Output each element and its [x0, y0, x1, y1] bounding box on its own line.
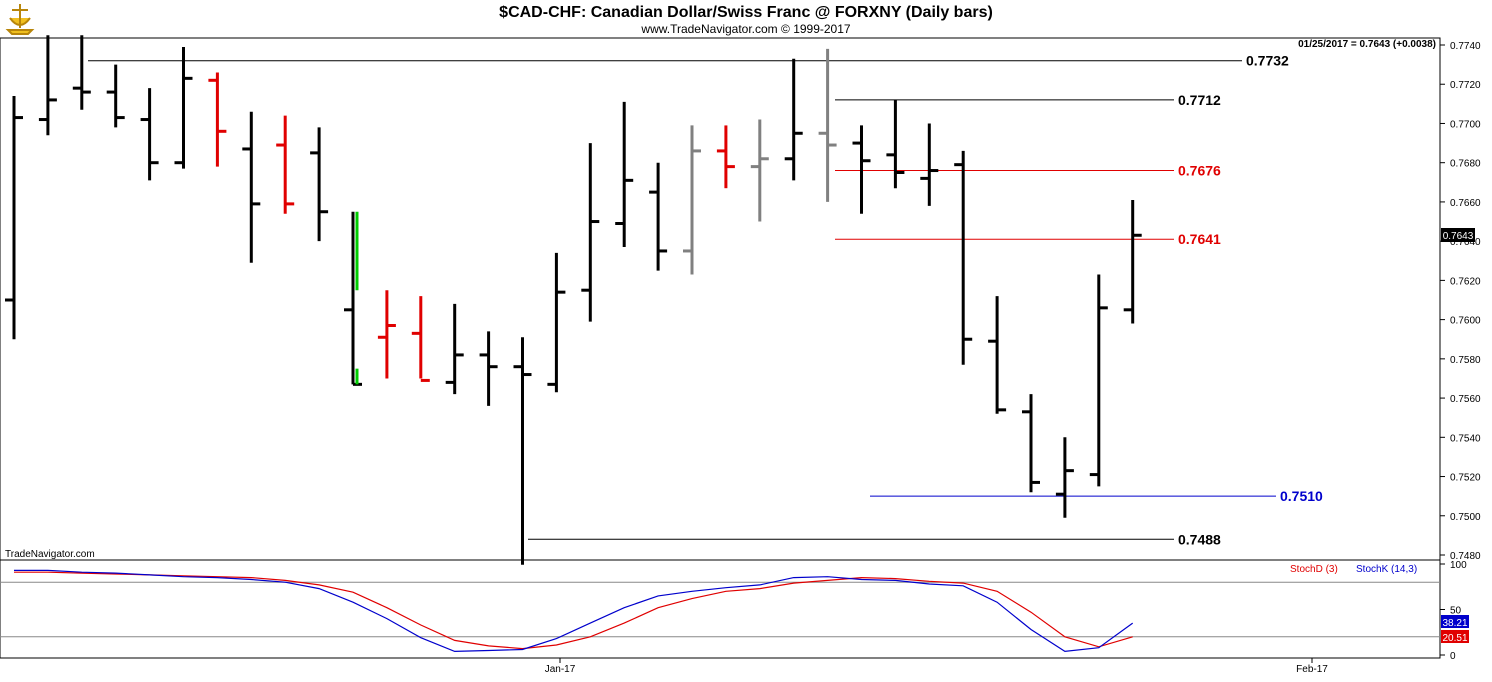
ohlc-bar — [310, 127, 329, 242]
y-tick-label: 0.7600 — [1450, 316, 1481, 327]
y-tick-label: 0.7640 — [1450, 237, 1481, 248]
ohlc-bar — [5, 96, 23, 340]
y-tick-label: 0.7580 — [1450, 355, 1481, 366]
ohlc-bar — [615, 101, 634, 248]
ohlc-bar — [208, 72, 227, 167]
level-label: 0.7488 — [1178, 531, 1221, 547]
ohlc-bar — [547, 252, 566, 393]
level-label: 0.7641 — [1178, 231, 1221, 247]
watermark: TradeNavigator.com — [5, 549, 95, 560]
ohlc-bar — [1055, 437, 1074, 518]
stoch-d-badge: 20.51 — [1441, 630, 1469, 644]
ohlc-bar — [377, 290, 396, 379]
ohlc-bar — [716, 125, 735, 189]
ohlc-bar — [479, 331, 498, 406]
ohlc-bar — [174, 46, 193, 169]
ohlc-bar — [276, 115, 295, 214]
x-tick-label: Feb-17 — [1296, 664, 1328, 675]
y-tick-label: 0.7720 — [1450, 80, 1481, 91]
ohlc-bar — [106, 64, 125, 128]
stoch-tick-label: 100 — [1450, 560, 1467, 571]
ohlc-bar — [344, 211, 362, 386]
price-badge-label: 0.7643 — [1443, 231, 1474, 242]
ohlc-bar — [1123, 199, 1142, 324]
y-tick-label: 0.7480 — [1450, 551, 1481, 562]
ship-anchor-icon — [5, 4, 35, 35]
stoch-panel-frame — [0, 559, 1441, 659]
level-label: 0.7732 — [1246, 53, 1289, 69]
support-resistance-levels: 0.7732 0.7712 0.7676 0.7641 0.7510 0.7488 — [88, 53, 1323, 547]
stoch-tick-label: 50 — [1450, 606, 1462, 617]
y-tick-label: 0.7700 — [1450, 119, 1481, 130]
price-badge: 0.7643 — [1441, 228, 1475, 242]
level-label: 0.7676 — [1178, 163, 1221, 179]
y-tick-label: 0.7560 — [1450, 394, 1481, 405]
ohlc-bar — [852, 125, 871, 214]
ohlc-bar — [445, 303, 464, 395]
ohlc-bar — [886, 99, 905, 189]
y-tick-label: 0.7740 — [1450, 41, 1481, 52]
ohlc-bar — [920, 123, 939, 206]
ohlc-bar — [581, 143, 600, 322]
chart-subtitle: www.TradeNavigator.com © 1999-2017 — [640, 22, 850, 36]
y-tick-label: 0.7660 — [1450, 198, 1481, 209]
ohlc-bars — [5, 35, 1142, 565]
ohlc-bar — [411, 296, 430, 382]
ohlc-bar — [784, 58, 803, 181]
stoch-d-label: StochD (3) — [1290, 564, 1338, 575]
ohlc-bar — [1022, 394, 1040, 493]
y-tick-label: 0.7540 — [1450, 433, 1481, 444]
ohlc-bar — [683, 125, 701, 275]
ohlc-bar — [988, 296, 1007, 414]
ohlc-bar — [1089, 274, 1108, 487]
ohlc-bar — [38, 35, 57, 136]
y-tick-label: 0.7620 — [1450, 276, 1481, 287]
price-axis: 0.77400.77200.77000.76800.76600.76400.76… — [1440, 41, 1481, 562]
ohlc-bar — [140, 88, 159, 181]
y-tick-label: 0.7500 — [1450, 512, 1481, 523]
stoch-k-badge: 38.21 — [1441, 615, 1469, 629]
ohlc-bar — [72, 35, 91, 110]
stoch-tick-label: 0 — [1450, 651, 1456, 662]
ohlc-bar — [818, 48, 837, 202]
ohlc-bar — [649, 162, 668, 271]
stoch-k-line — [14, 569, 1134, 653]
stoch-k-badge-label: 38.21 — [1442, 618, 1467, 629]
date-axis: Jan-17 Feb-17 — [545, 658, 1328, 675]
x-tick-label: Jan-17 — [545, 664, 576, 675]
chart-title: $CAD-CHF: Canadian Dollar/Swiss Franc @ … — [499, 4, 993, 21]
stochastic-panel: 100 50 0 — [0, 560, 1467, 662]
level-label: 0.7712 — [1178, 92, 1221, 108]
level-label: 0.7510 — [1280, 488, 1323, 504]
last-quote: 01/25/2017 = 0.7643 (+0.0038) — [1298, 39, 1436, 50]
ohlc-bar — [242, 111, 261, 263]
ohlc-bar — [750, 119, 769, 222]
stoch-k-label: StochK (14,3) — [1356, 564, 1417, 575]
ohlc-bar — [513, 337, 532, 565]
stoch-d-badge-label: 20.51 — [1442, 633, 1467, 644]
y-tick-label: 0.7680 — [1450, 159, 1481, 170]
ohlc-bar — [954, 150, 973, 365]
y-tick-label: 0.7520 — [1450, 473, 1481, 484]
stoch-d-line — [14, 571, 1133, 650]
